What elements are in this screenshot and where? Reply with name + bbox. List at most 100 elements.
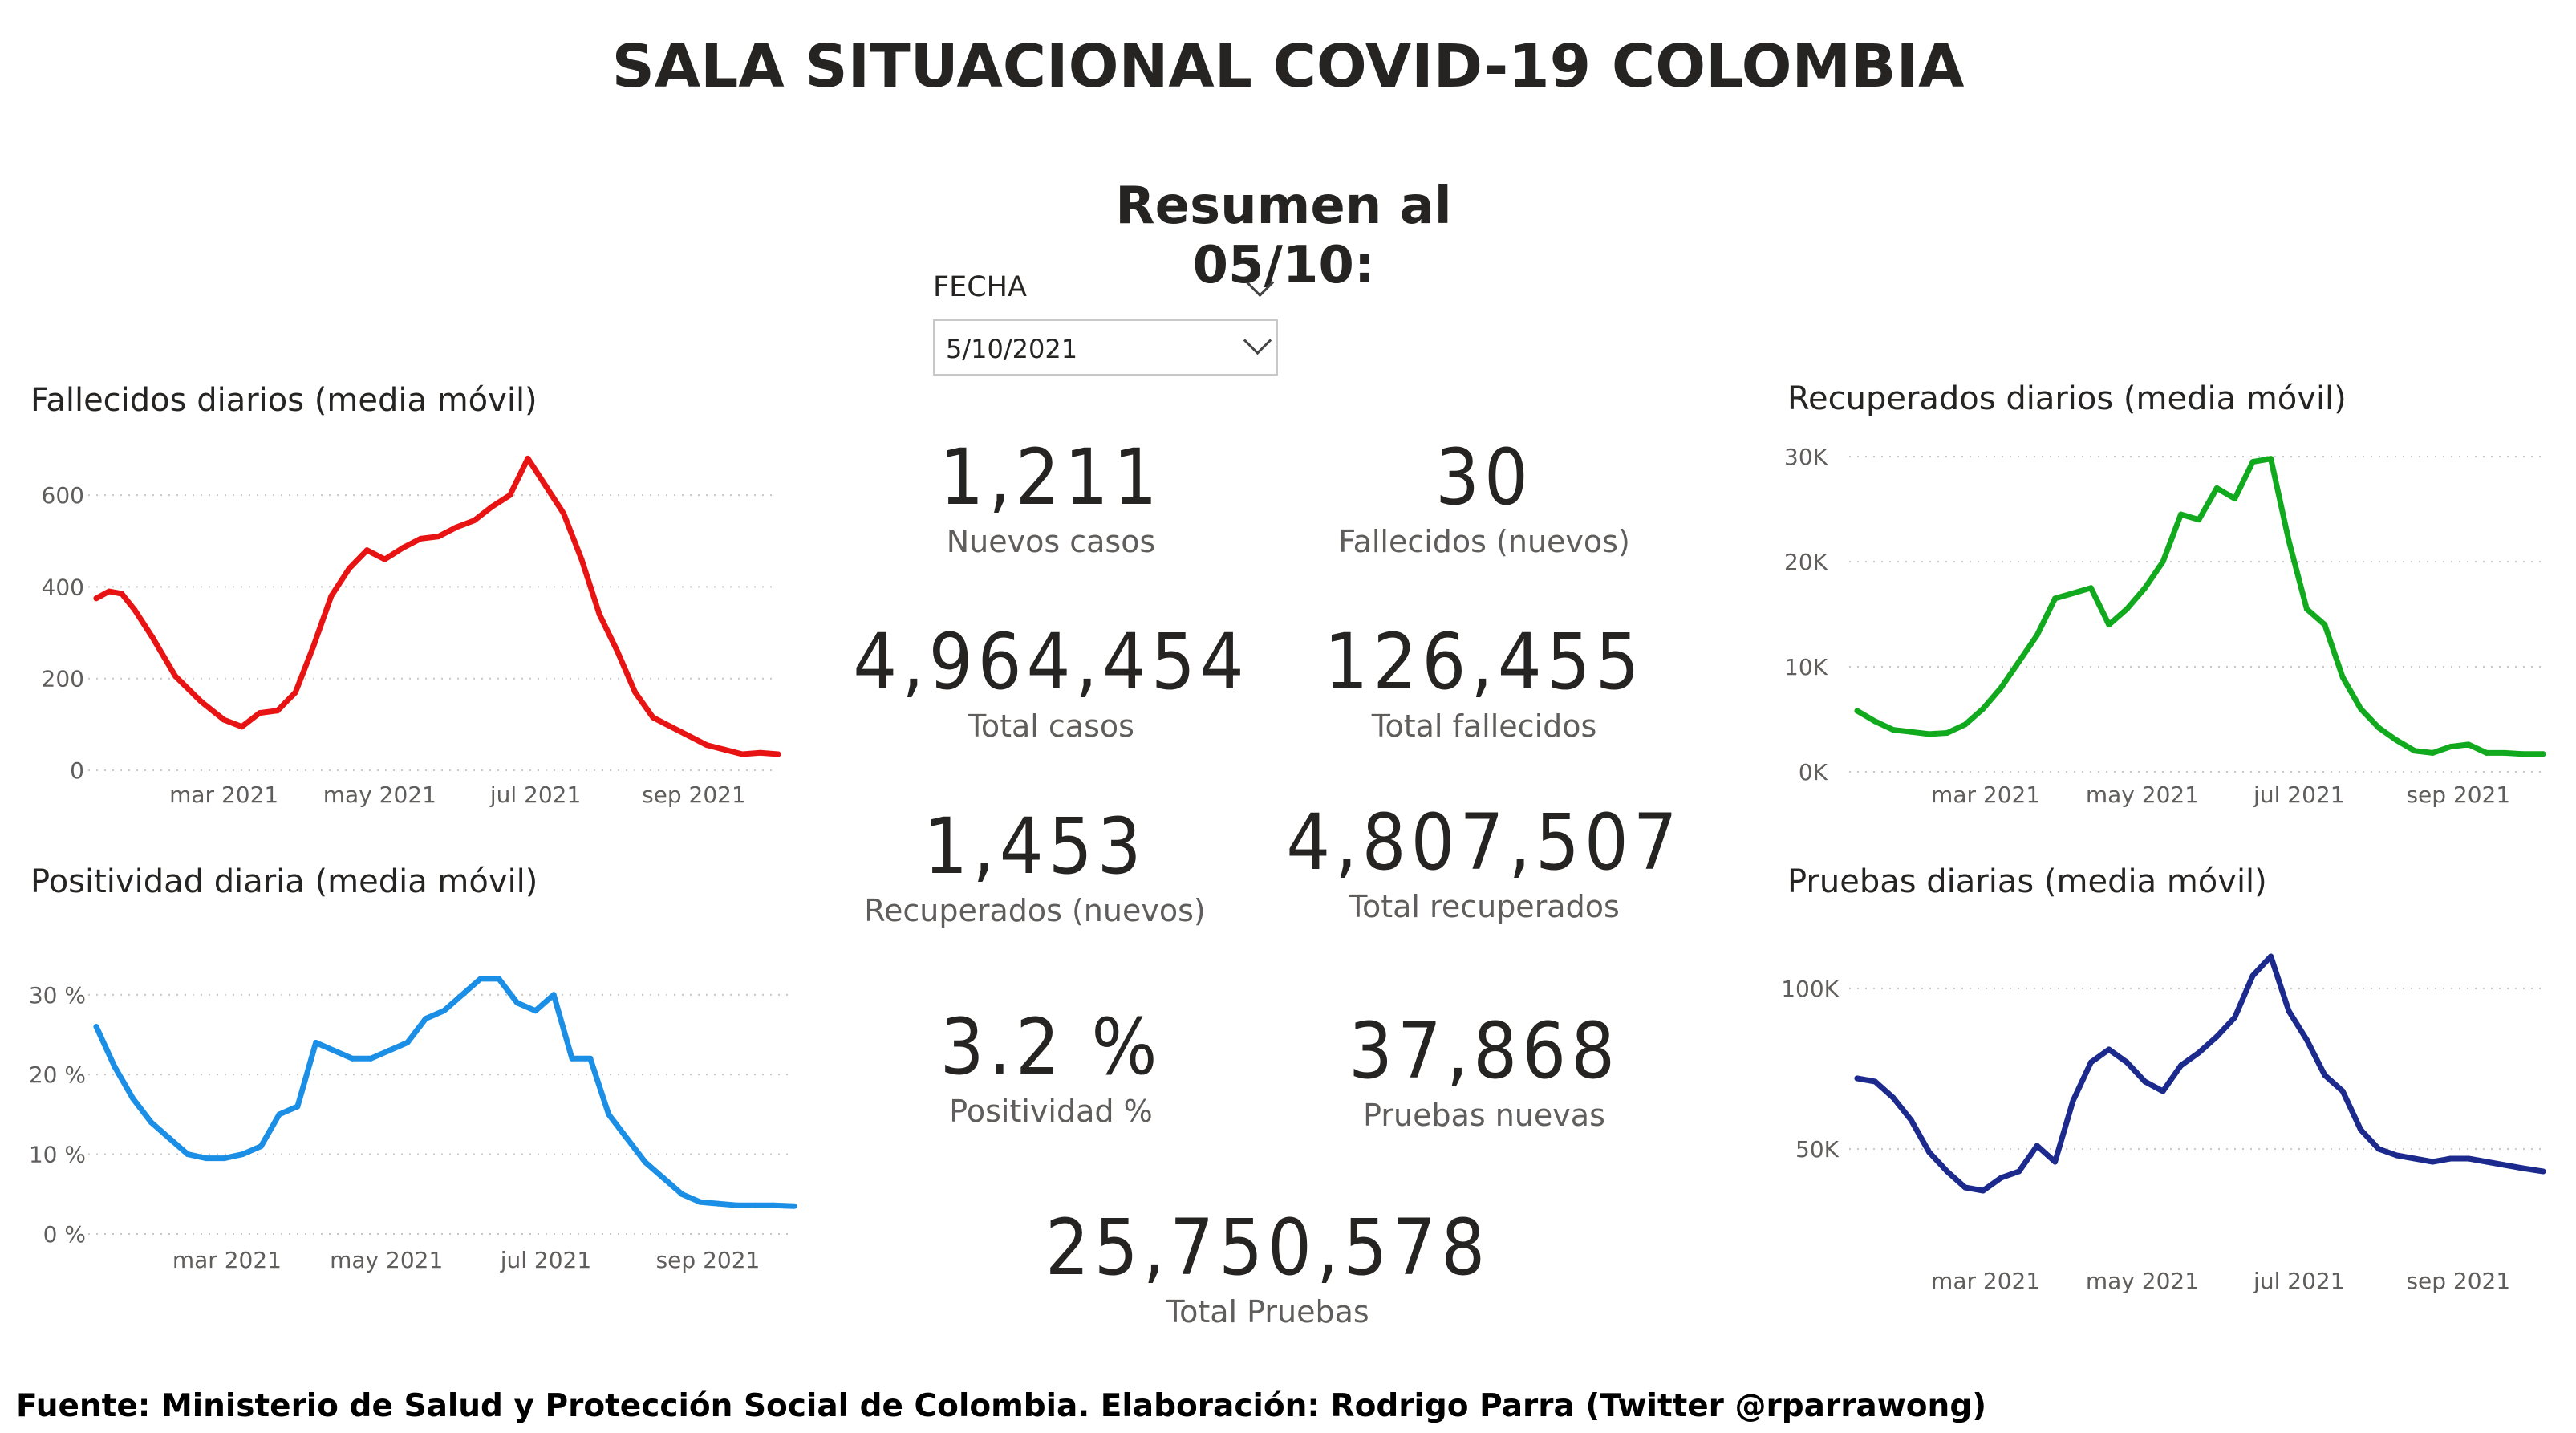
kpi-card-fallecidos-nuevos: 30 Fallecidos (nuevos) [1284,433,1685,562]
y-tick-label: 10K [1784,654,1828,680]
data-point [436,534,442,540]
data-point [2286,1008,2292,1014]
y-tick-label: 30K [1784,444,1828,470]
date-dropdown[interactable]: 5/10/2021 [933,319,1278,376]
data-point [2070,590,2076,596]
data-point [686,733,692,739]
data-point [471,518,477,524]
data-point [1908,729,1914,735]
data-point [459,992,465,998]
data-point [1890,727,1897,733]
data-point [489,503,495,509]
data-point [1944,730,1950,737]
kpi-card-nuevos-casos: 1,211 Nuevos casos [850,433,1251,562]
chart-positividad: 0 % 10 % 20 % 30 % mar 2021 may 2021 jul 2021 s… [29,976,797,1273]
kpi-value: 1,453 [923,802,1146,891]
x-tick-label: mar 2021 [172,1247,282,1273]
data-point [2322,1072,2328,1078]
data-point [2448,1155,2454,1162]
data-point [2070,1098,2076,1104]
data-point [2142,585,2148,591]
data-point [2087,1059,2094,1066]
y-tick-label: 50K [1795,1136,1840,1163]
data-point [1854,708,1860,714]
data-point [525,455,531,461]
data-point [2160,558,2166,565]
data-point [367,1055,374,1062]
data-point [294,1103,301,1110]
data-point [569,1055,575,1062]
data-point [578,556,585,562]
data-point [2286,538,2292,544]
data-point [2213,1033,2220,1040]
y-tick-label: 100K [1781,976,1839,1002]
data-point [2232,1014,2238,1021]
kpi-card-total-fallecidos: 126,455 Total fallecidos [1284,618,1685,746]
chart-pruebas: 50K 100K mar 2021 may 2021 jul 2021 sep 2021 [1781,953,2546,1294]
data-point [93,1024,99,1030]
data-point [2196,517,2202,523]
data-point [1998,684,2004,691]
data-point [440,1008,447,1014]
data-point [1908,1117,1914,1123]
data-point [292,689,298,696]
x-tick-label: may 2021 [2086,781,2199,808]
y-tick-label: 30 % [29,982,86,1009]
data-point [382,556,388,562]
data-point [328,593,335,599]
data-point [739,751,745,757]
data-point [632,689,639,696]
kpi-value: 126,455 [1324,617,1645,707]
chart-recuperados: 0K 10K 20K 30K mar 2021 may 2021 jul 2021 sep 2… [1784,444,2546,808]
x-tick-label: mar 2021 [169,781,278,808]
data-point [667,724,674,730]
data-point [2484,749,2490,756]
x-tick-label: sep 2021 [2406,781,2510,808]
data-point [93,595,99,602]
y-tick-label: 200 [42,666,84,692]
data-point [1872,1078,1878,1085]
data-point [2501,749,2508,756]
data-point [106,588,112,595]
data-point [1980,705,1986,712]
x-tick-label: mar 2021 [1931,1268,2040,1294]
data-point [1961,1184,1968,1191]
data-point [2160,1088,2166,1094]
data-point [2429,749,2436,756]
chart-fallecidos: 0 200 400 600 mar 2021 may 2021 jul 2021 sep 20… [42,455,781,808]
kpi-label: Nuevos casos [946,524,1156,559]
x-tick-label: jul 2021 [2253,1268,2344,1294]
data-point [2052,595,2059,602]
data-point [166,1135,172,1142]
data-point [172,673,179,680]
data-point [2106,622,2112,628]
data-point [149,634,156,640]
data-point [313,1039,319,1045]
date-slicer-header[interactable]: FECHA [933,268,1278,311]
data-point [2322,622,2328,628]
data-point [1854,1075,1860,1082]
data-point [2087,585,2094,591]
data-point [203,1155,209,1162]
data-point [721,746,728,753]
data-point [2034,632,2040,639]
chart-title-fallecidos: Fallecidos diarios (media móvil) [30,382,538,419]
kpi-value: 30 [1435,432,1533,522]
data-point [2303,606,2310,612]
data-point [2034,1143,2040,1149]
data-point [2375,725,2382,731]
data-point [2268,953,2274,960]
kpi-label: Total Pruebas [1166,1294,1369,1329]
data-point [2465,1155,2472,1162]
data-point [2052,1159,2059,1165]
data-point [185,1151,191,1158]
data-point [404,1039,411,1045]
data-point [2232,495,2238,501]
data-point [363,547,370,554]
y-tick-label: 400 [42,574,84,600]
data-point [2016,658,2022,664]
data-point [417,535,424,542]
data-point [2124,606,2130,612]
kpi-label: Total casos [968,708,1134,744]
data-point [775,751,781,757]
